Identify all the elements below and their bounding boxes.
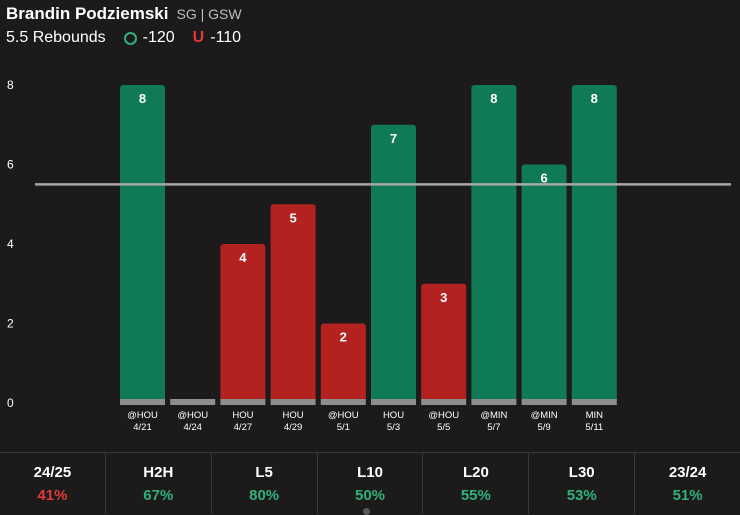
- y-tick-label: 4: [7, 237, 14, 251]
- tab-hit-rate: 50%: [354, 486, 386, 504]
- x-tick-opponent: HOU: [383, 410, 404, 421]
- tab-hit-rate: 51%: [672, 486, 703, 504]
- bar-base: [220, 399, 266, 405]
- tab-label: L20: [462, 463, 489, 481]
- tab-l20[interactable]: L20 55%: [423, 453, 530, 514]
- bar: [521, 164, 567, 403]
- x-tick-date: 5/1: [337, 422, 350, 433]
- tab-hit-rate: 67%: [143, 486, 174, 504]
- tab-h2h[interactable]: H2H 67%: [106, 453, 212, 514]
- under-odds-value: -110: [210, 29, 242, 46]
- bar-value-label: 8: [591, 91, 598, 106]
- over-odds-value: -120: [142, 29, 175, 46]
- tab-l10[interactable]: L10 50%: [318, 453, 424, 514]
- bar-value-label: 2: [340, 330, 347, 345]
- tab-label: L10: [357, 463, 383, 481]
- tab-hit-rate: 80%: [249, 486, 280, 504]
- y-tick-label: 0: [7, 396, 14, 410]
- bar-value-label: 5: [289, 210, 296, 225]
- x-tick-date: 5/5: [437, 422, 450, 433]
- bar-base: [471, 399, 517, 405]
- bar-value-label: 8: [490, 91, 497, 106]
- x-tick-date: 4/29: [284, 422, 303, 433]
- bar-base: [421, 399, 467, 405]
- tab-label: 23/24: [668, 463, 707, 481]
- bar: [120, 85, 165, 403]
- bar: [270, 204, 316, 403]
- x-tick-opponent: @HOU: [428, 410, 459, 421]
- y-tick-label: 2: [7, 317, 14, 331]
- tab-label: L5: [255, 463, 273, 481]
- under-odds-button[interactable]: U -110: [193, 29, 241, 47]
- tab-label: L30: [568, 463, 595, 481]
- tab-season-2324[interactable]: 23/24 51%: [635, 453, 740, 514]
- x-tick-opponent: @HOU: [127, 410, 158, 421]
- bar-value-label: 7: [390, 131, 397, 146]
- tab-season-2425[interactable]: 24/25 41%: [0, 453, 106, 514]
- game-log-bar-chart: 024688@HOU4/21@HOU4/244HOU4/275HOU4/292@…: [7, 78, 731, 433]
- x-tick-date: 4/27: [234, 422, 253, 433]
- tab-hit-rate: 53%: [566, 486, 597, 504]
- x-tick-opponent: @HOU: [177, 410, 208, 421]
- x-tick-opponent: @MIN: [531, 410, 558, 421]
- x-tick-date: 5/11: [585, 422, 603, 433]
- bar-value-label: 8: [139, 91, 146, 106]
- under-u-icon: U: [192, 29, 205, 46]
- scroll-indicator: [363, 508, 370, 515]
- bar: [220, 244, 266, 403]
- bar: [320, 323, 366, 403]
- bar: [471, 85, 517, 403]
- x-tick-date: 5/3: [387, 422, 400, 433]
- y-tick-label: 8: [7, 78, 14, 92]
- bar-base: [521, 399, 567, 405]
- bar-base: [120, 399, 165, 405]
- over-odds-button[interactable]: -120: [123, 29, 175, 47]
- bar-base: [320, 399, 366, 405]
- x-tick-date: 5/7: [487, 422, 500, 433]
- x-tick-opponent: @HOU: [328, 410, 359, 421]
- bar: [421, 283, 467, 403]
- x-tick-opponent: HOU: [283, 410, 304, 421]
- bar-base: [170, 399, 216, 405]
- bar-value-label: 6: [540, 171, 547, 186]
- tab-l30[interactable]: L30 53%: [529, 453, 636, 514]
- x-tick-date: 5/9: [537, 422, 550, 433]
- over-circle-icon: [123, 31, 137, 45]
- bar: [571, 85, 617, 403]
- tab-label: 24/25: [33, 463, 72, 481]
- x-tick-opponent: MIN: [586, 410, 604, 421]
- prop-header: Brandin Podziemski SG | GSW 5.5 Rebounds…: [6, 4, 259, 47]
- bar-base: [571, 399, 617, 405]
- bar-value-label: 3: [440, 290, 447, 305]
- y-tick-label: 6: [7, 158, 14, 172]
- split-tabs: 24/25 41% H2H 67% L5 80% L10 50% L20 55%…: [0, 452, 740, 514]
- x-tick-date: 4/21: [133, 422, 152, 433]
- team-position: SG | GSW: [176, 6, 242, 22]
- bar: [371, 124, 416, 403]
- bar-base: [371, 399, 416, 405]
- stat-line: 5.5 Rebounds: [6, 29, 106, 46]
- tab-hit-rate: 41%: [37, 486, 68, 504]
- x-tick-opponent: @MIN: [480, 410, 507, 421]
- tab-l5[interactable]: L5 80%: [212, 453, 318, 514]
- x-tick-opponent: HOU: [232, 410, 253, 421]
- tab-label: H2H: [143, 463, 174, 481]
- tab-hit-rate: 55%: [460, 486, 491, 504]
- player-name: Brandin Podziemski: [6, 4, 169, 23]
- bar-value-label: 4: [239, 250, 247, 265]
- bar-base: [270, 399, 316, 405]
- x-tick-date: 4/24: [183, 422, 202, 433]
